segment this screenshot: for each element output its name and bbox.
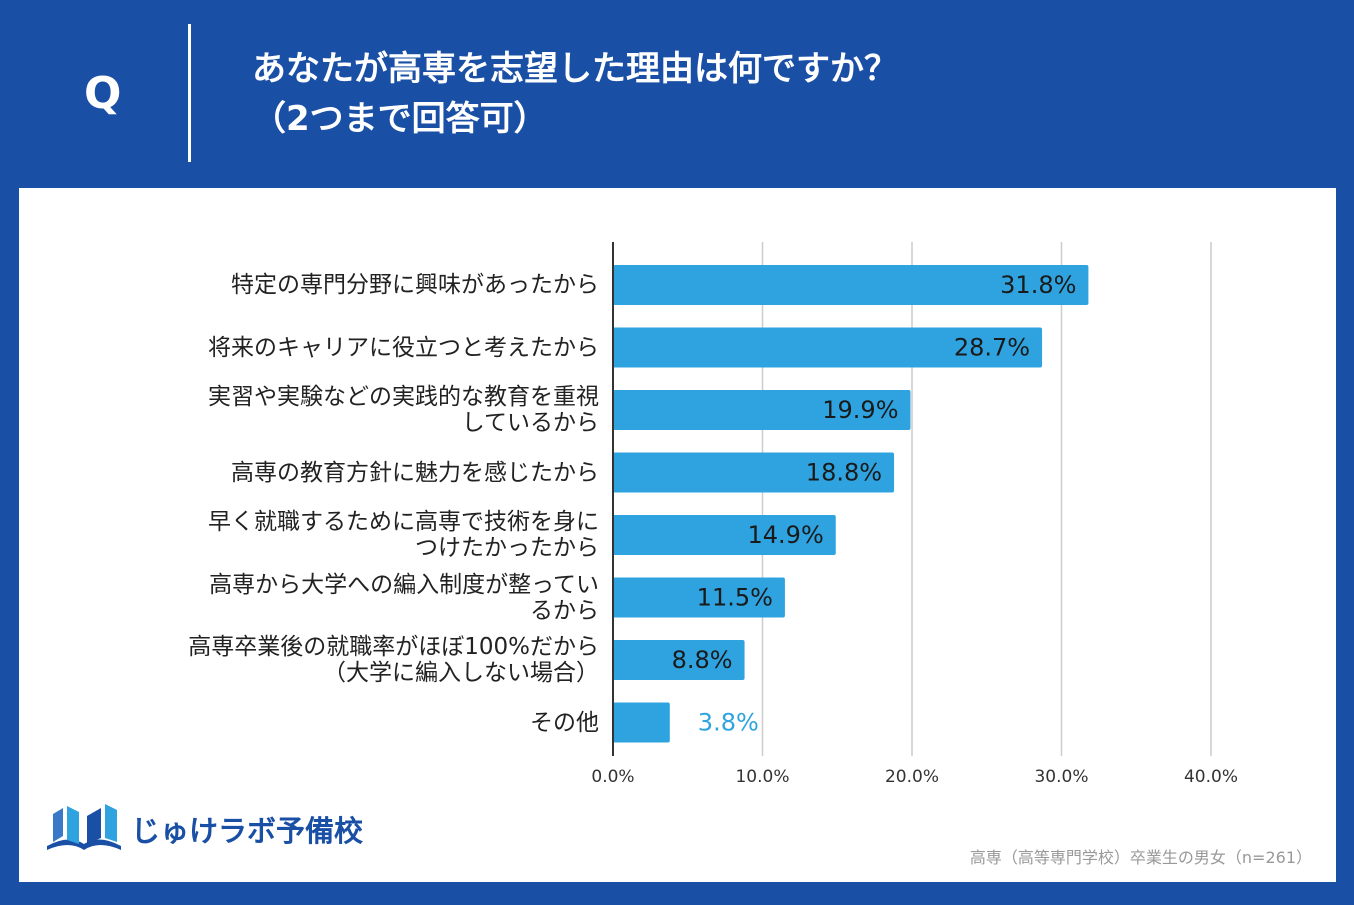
category-label: その他 <box>530 710 599 736</box>
x-tick-label: 0.0% <box>591 767 634 787</box>
x-tick-label: 10.0% <box>735 767 789 787</box>
bar <box>613 452 895 493</box>
category-label-line: その他 <box>530 709 599 736</box>
data-label: 31.8% <box>1000 271 1076 299</box>
category-label-line: 高専から大学への編入制度が整ってい <box>209 571 599 598</box>
category-label-line: 特定の専門分野に興味があったから <box>231 272 599 298</box>
category-label-line: 早く就職するために高専で技術を身に <box>208 509 599 535</box>
book-logo-icon <box>47 804 121 850</box>
data-label: 19.9% <box>822 396 898 424</box>
category-label: 高専の教育方針に魅力を感じたから <box>231 460 599 486</box>
bar <box>613 390 911 430</box>
data-label: 3.8% <box>698 709 759 737</box>
bar <box>613 702 670 743</box>
question-header: Q あなたが高専を志望した理由は何ですか？ （2つまで回答可） <box>0 0 1354 188</box>
category-label-line: しているから <box>461 410 599 436</box>
q-mark: Q <box>84 68 122 119</box>
category-label: 早く就職するために高専で技術を身に つけたかったから <box>208 509 599 561</box>
category-label-line: 高専卒業後の就職率がほぼ100%だから <box>188 634 599 660</box>
data-label: 11.5% <box>697 584 773 612</box>
bar <box>613 265 1089 305</box>
chart-panel: 特定の専門分野に興味があったから 将来のキャリアに役立つと考えたから 実習や実験など… <box>19 188 1336 882</box>
data-label: 8.8% <box>672 646 733 674</box>
data-label: 14.9% <box>748 521 824 549</box>
category-label-line: 高専の教育方針に魅力を感じたから <box>231 459 599 486</box>
x-tick-label: 40.0% <box>1184 767 1238 787</box>
question-line-2: （2つまで回答可） <box>252 99 548 139</box>
category-label-line: 実習や実験などの実践的な教育を重視 <box>208 384 599 410</box>
data-label: 28.7% <box>954 334 1030 362</box>
bar <box>613 515 836 555</box>
bar <box>613 327 1043 368</box>
category-label-line: つけたかったから <box>415 535 599 561</box>
data-label: 18.8% <box>806 459 882 487</box>
source-note: 高専（高等専門学校）卒業生の男女（n=261） <box>969 848 1312 867</box>
category-label: 高専卒業後の就職率がほぼ100%だから （大学に編入しない場合） <box>188 634 599 686</box>
bar-chart: 31.8% 28.7% 19.9% 18.8% 14.9% 11.5% 8.8% 3.8% 0.… <box>591 242 1238 787</box>
header-divider <box>188 24 191 162</box>
category-label: 特定の専門分野に興味があったから <box>231 272 599 298</box>
x-tick-label: 20.0% <box>885 767 939 787</box>
logo: じゅけラボ予備校 <box>39 798 379 858</box>
question-line-1: あなたが高専を志望した理由は何ですか？ <box>252 49 898 89</box>
category-label-line: るから <box>530 597 599 624</box>
bar <box>613 640 745 680</box>
category-label: 高専から大学への編入制度が整ってい るから <box>209 572 599 624</box>
x-tick-label: 30.0% <box>1034 767 1088 787</box>
category-label-line: 将来のキャリアに役立つと考えたから <box>208 334 599 361</box>
category-label-line: （大学に編入しない場合） <box>323 660 599 686</box>
category-label: 実習や実験などの実践的な教育を重視 しているから <box>208 384 599 436</box>
category-label: 将来のキャリアに役立つと考えたから <box>208 335 599 361</box>
question-title: あなたが高専を志望した理由は何ですか？ （2つまで回答可） <box>252 44 898 144</box>
bar <box>613 577 785 618</box>
logo-text: じゅけラボ予備校 <box>131 814 364 848</box>
